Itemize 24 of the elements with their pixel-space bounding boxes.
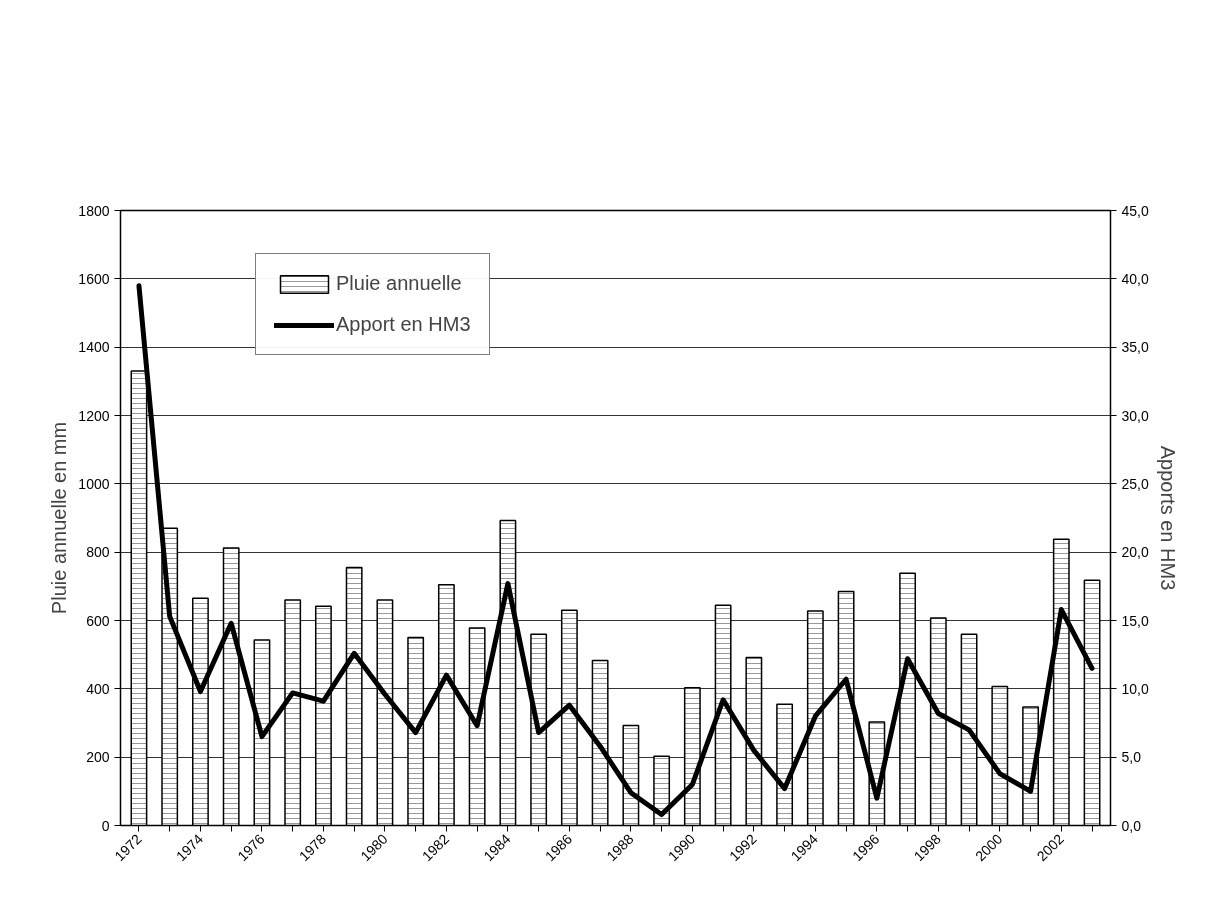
y2-tick-label: 45,0 (1121, 202, 1149, 219)
y2-tick-label: 40,0 (1121, 270, 1149, 287)
y2-tick-label: 5,0 (1121, 749, 1142, 766)
y-tick-label: 400 (86, 680, 110, 697)
y-tick-label: 600 (86, 612, 110, 629)
legend-label: Pluie annuelle (336, 272, 462, 295)
legend-label: Apport en HM3 (336, 313, 471, 336)
y2-tick-label: 20,0 (1121, 544, 1149, 561)
y-tick-label: 0 (101, 817, 110, 834)
y2-tick-label: 15,0 (1121, 612, 1149, 629)
y2-tick-label: 25,0 (1121, 475, 1149, 492)
y2-axis-title: Apports en HM3 (1156, 445, 1179, 591)
y-tick-label: 1600 (78, 270, 110, 287)
y-tick-label: 1000 (78, 475, 110, 492)
y-tick-label: 1400 (78, 339, 110, 356)
y2-tick-label: 10,0 (1121, 680, 1149, 697)
y-axis-title: Pluie annuelle en mm (48, 421, 71, 615)
y2-tick-label: 35,0 (1121, 339, 1149, 356)
y2-tick-label: 0,0 (1121, 817, 1142, 834)
y-tick-label: 800 (86, 544, 110, 561)
y-tick-label: 1800 (78, 202, 110, 219)
y-tick-label: 200 (86, 749, 110, 766)
y2-tick-label: 30,0 (1121, 407, 1149, 424)
y-tick-label: 1200 (78, 407, 110, 424)
